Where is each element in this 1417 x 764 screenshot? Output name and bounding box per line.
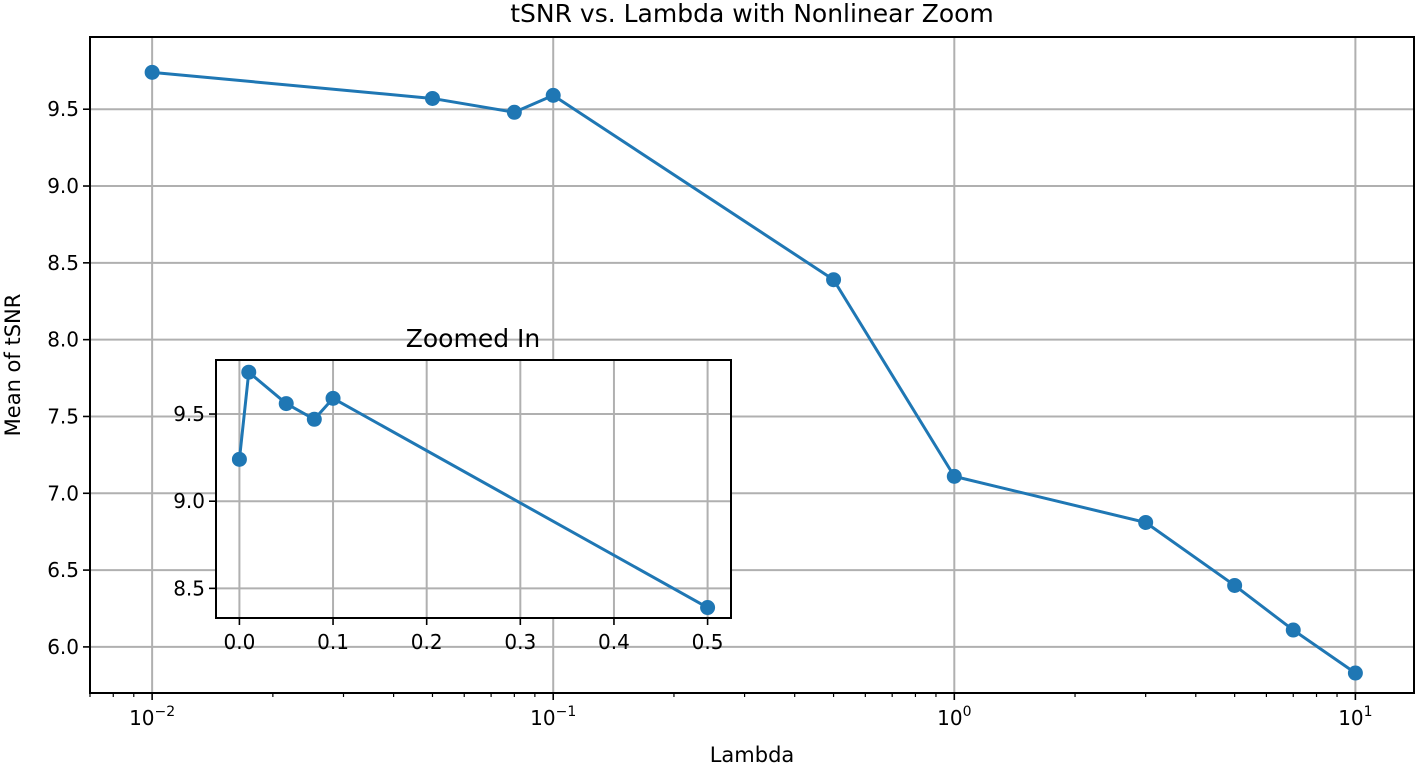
main-data-point [1138, 514, 1154, 530]
inset-data-point [306, 411, 322, 427]
main-x-tick-label: 10−2 [129, 704, 175, 730]
inset-x-tick-label: 0.5 [692, 630, 724, 654]
inset-series [231, 364, 716, 616]
main-y-tick-label: 8.5 [47, 251, 79, 275]
main-y-tick-label: 6.5 [47, 558, 79, 582]
inset-y-ticks: 8.5 9.0 9.5 [173, 402, 216, 600]
main-y-tick-label: 8.0 [47, 328, 79, 352]
main-y-tick-label: 7.5 [47, 404, 79, 428]
main-y-tick-label: 7.0 [47, 481, 79, 505]
inset-data-point [231, 451, 247, 467]
main-data-point [946, 468, 962, 484]
main-series [144, 64, 1363, 681]
inset-y-tick-label: 9.0 [173, 489, 205, 513]
inset-data-point [700, 600, 716, 616]
main-data-point [506, 104, 522, 120]
inset-data-point [278, 396, 294, 412]
inset-background [216, 360, 731, 618]
main-y-tick-label: 9.0 [47, 174, 79, 198]
inset-x-tick-label: 0.3 [504, 630, 536, 654]
main-x-tick-label: 101 [1338, 704, 1372, 730]
inset-series-line [237, 370, 709, 609]
main-data-point [1227, 577, 1243, 593]
main-data-point [144, 64, 160, 80]
inset-data-point [325, 390, 341, 406]
main-x-tick-label: 10−1 [530, 704, 576, 730]
main-data-point [1347, 665, 1363, 681]
inset-x-tick-label: 0.4 [598, 630, 630, 654]
main-y-ticks: 6.0 6.5 7.0 7.5 8.0 8.5 9.0 9.5 [47, 97, 90, 659]
main-y-tick-label: 9.5 [47, 97, 79, 121]
main-data-point [545, 87, 561, 103]
inset-grid [216, 360, 731, 618]
main-y-tick-label: 6.0 [47, 635, 79, 659]
main-x-tick-label: 100 [937, 704, 971, 730]
chart-title: tSNR vs. Lambda with Nonlinear Zoom [510, 0, 994, 28]
inset-x-tick-label: 0.2 [411, 630, 443, 654]
inset-x-tick-label: 0.1 [317, 630, 349, 654]
inset-plot-frame [215, 359, 732, 619]
inset-y-tick-label: 8.5 [173, 576, 205, 600]
main-plot-frame [89, 36, 1415, 694]
main-x-ticks: 10−2 10−1 100 101 [89, 693, 1373, 730]
main-data-point [1285, 622, 1301, 638]
inset-data-point [241, 364, 257, 380]
y-axis-label: Mean of tSNR [1, 294, 25, 437]
x-axis-label: Lambda [710, 743, 795, 764]
inset-title: Zoomed In [406, 324, 541, 353]
main-series-line [151, 70, 1357, 675]
main-data-point [826, 272, 842, 288]
inset-plot: Zoomed In 0.0 0.1 0.2 0.3 0.4 0.5 8.5 9.0 9.5 [173, 324, 732, 654]
inset-x-ticks: 0.0 0.1 0.2 0.3 0.4 0.5 [224, 618, 724, 654]
main-data-point [424, 90, 440, 106]
inset-x-tick-label: 0.0 [224, 630, 256, 654]
inset-y-tick-label: 9.5 [173, 402, 205, 426]
